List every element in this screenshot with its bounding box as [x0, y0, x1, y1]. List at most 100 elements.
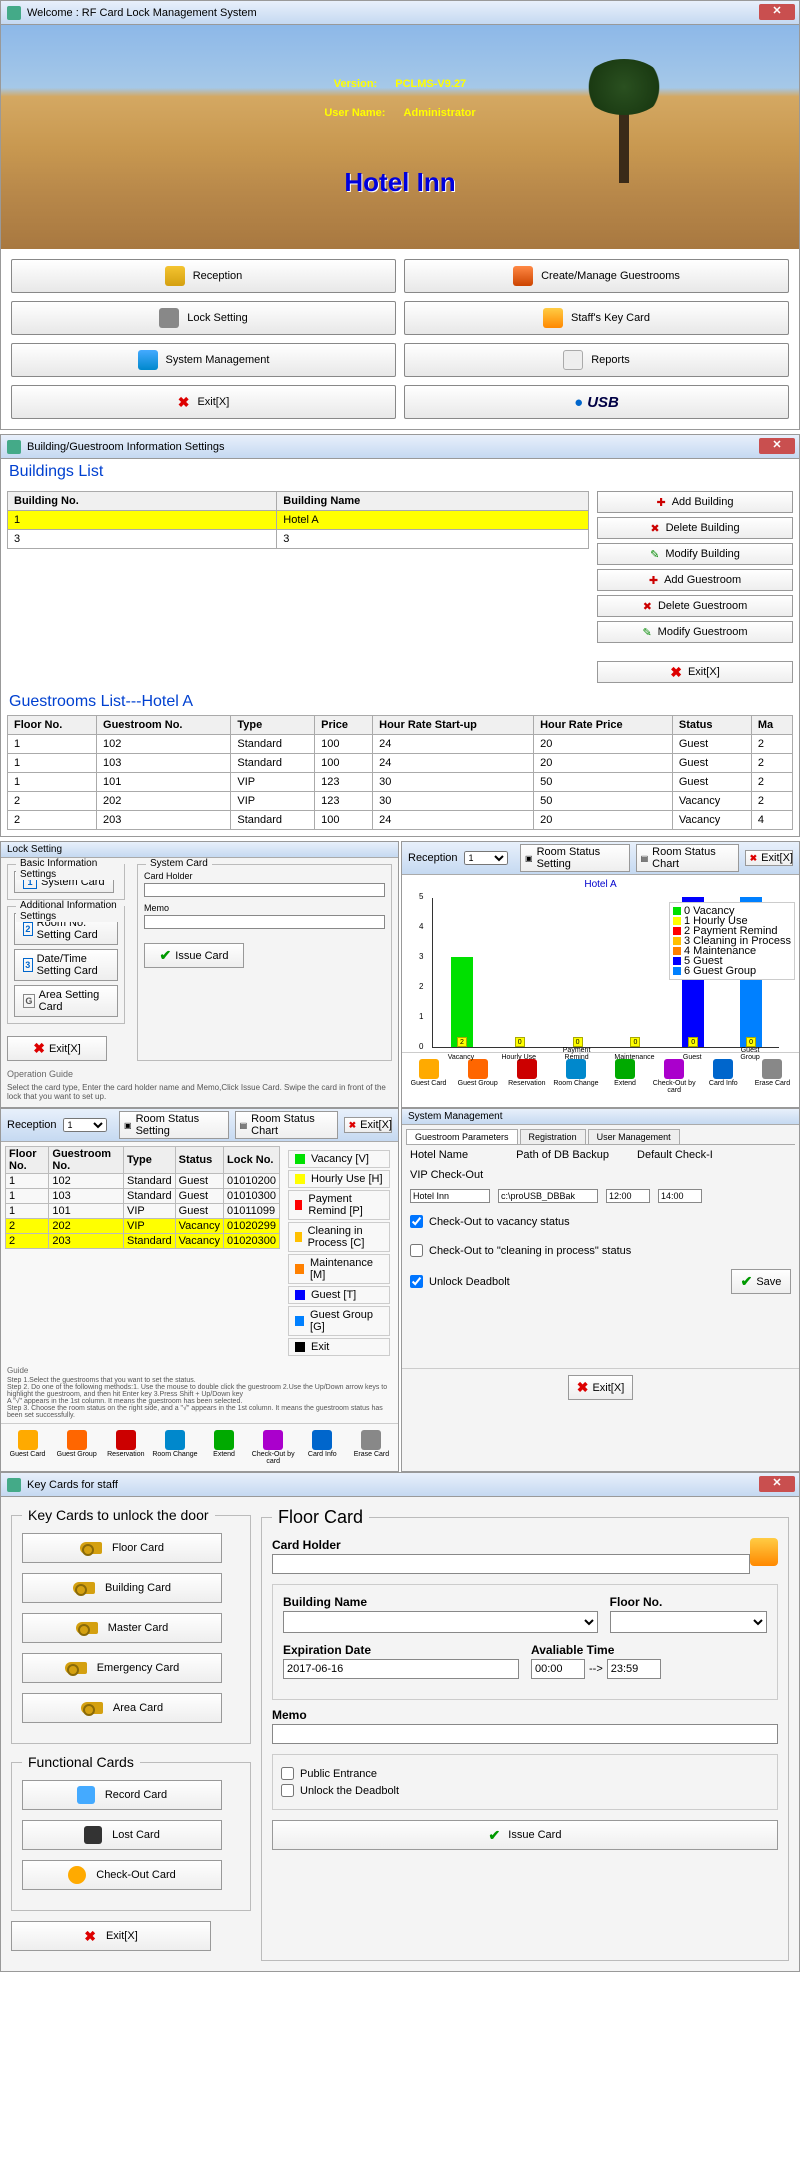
checkout-card-button[interactable]: Check-Out Card	[22, 1860, 222, 1890]
floor-dropdown-2[interactable]: 1	[63, 1118, 107, 1132]
reception-row[interactable]: 2203StandardVacancy01020300	[6, 1234, 280, 1249]
reception-row[interactable]: 1101VIPGuest01011099	[6, 1204, 280, 1219]
status-option[interactable]: Guest [T]	[288, 1286, 390, 1304]
issue-card-button[interactable]: ✔Issue Card	[144, 943, 244, 968]
room-status-chart-button-2[interactable]: ▤ Room Status Chart	[235, 1111, 338, 1139]
usb-button[interactable]: USB	[404, 385, 789, 419]
hotel-name-input[interactable]	[410, 1189, 490, 1203]
record-card-button[interactable]: Record Card	[22, 1780, 222, 1810]
toolbar-guest-card-button[interactable]: Guest Card	[3, 1430, 52, 1465]
tab-guestroom-parameters[interactable]: Guestroom Parameters	[406, 1129, 518, 1144]
system-mgmt-button[interactable]: System Management	[11, 343, 396, 377]
delete-guestroom-button[interactable]: ✖Delete Guestroom	[597, 595, 793, 617]
unlock-deadbolt-checkbox[interactable]: Unlock the Deadbolt	[281, 1784, 769, 1797]
memo-input[interactable]	[144, 915, 385, 929]
db-path-input[interactable]	[498, 1189, 598, 1203]
lock-setting-button[interactable]: Lock Setting	[11, 301, 396, 335]
add-guestroom-button[interactable]: ✚Add Guestroom	[597, 569, 793, 591]
modify-guestroom-button[interactable]: ✎Modify Guestroom	[597, 621, 793, 643]
toolbar-reservation-button[interactable]: Reservation	[502, 1059, 551, 1094]
save-button[interactable]: ✔Save	[731, 1269, 791, 1294]
add-building-button[interactable]: ✚Add Building	[597, 491, 793, 513]
status-option[interactable]: Cleaning in Process [C]	[288, 1222, 390, 1252]
toolbar-room-change-button[interactable]: Room Change	[551, 1059, 600, 1094]
card-holder-input[interactable]	[144, 883, 385, 897]
toolbar-guest-card-button[interactable]: Guest Card	[404, 1059, 453, 1094]
guestroom-row[interactable]: 1102Standard1002420Guest2	[8, 735, 793, 754]
toolbar-guest-group-button[interactable]: Guest Group	[453, 1059, 502, 1094]
toolbar-extend-button[interactable]: Extend	[601, 1059, 650, 1094]
close-icon[interactable]: ✕	[759, 438, 795, 454]
toolbar-room-change-button[interactable]: Room Change	[150, 1430, 199, 1465]
staff-exit-button[interactable]: ✖Exit[X]	[11, 1921, 211, 1951]
datetime-card-button[interactable]: 3Date/Time Setting Card	[14, 949, 118, 981]
toolbar-reservation-button[interactable]: Reservation	[101, 1430, 150, 1465]
toolbar-erase-card-button[interactable]: Erase Card	[347, 1430, 396, 1465]
checkin-time-input[interactable]	[606, 1189, 650, 1203]
toolbar-card-info-button[interactable]: Card Info	[699, 1059, 748, 1094]
master-card-button[interactable]: Master Card	[22, 1613, 222, 1643]
guide-text: Step 1.Select the guestrooms that you wa…	[1, 1377, 398, 1423]
reception-button[interactable]: Reception	[11, 259, 396, 293]
building-name-select[interactable]	[283, 1611, 598, 1633]
delete-building-button[interactable]: ✖Delete Building	[597, 517, 793, 539]
guestroom-row[interactable]: 2203Standard1002420Vacancy4	[8, 811, 793, 830]
guestroom-row[interactable]: 1101VIP1233050Guest2	[8, 773, 793, 792]
room-status-chart-button[interactable]: ▤ Room Status Chart	[636, 844, 739, 872]
sysmgmt-exit-button[interactable]: ✖Exit[X]	[568, 1375, 634, 1400]
checkout-cleaning-checkbox[interactable]: Check-Out to "cleaning in process" statu…	[410, 1244, 631, 1257]
staff-card-button[interactable]: Staff's Key Card	[404, 301, 789, 335]
toolbar-guest-group-button[interactable]: Guest Group	[52, 1430, 101, 1465]
reception-row[interactable]: 1102StandardGuest01010200	[6, 1174, 280, 1189]
guestroom-row[interactable]: 1103Standard1002420Guest2	[8, 754, 793, 773]
toolbar-check-out-by-card-button[interactable]: Check-Out by card	[650, 1059, 699, 1094]
floor-no-select[interactable]	[610, 1611, 767, 1633]
checkout-time-input[interactable]	[658, 1189, 702, 1203]
building-row[interactable]: 1Hotel A	[8, 511, 589, 530]
reports-button[interactable]: Reports	[404, 343, 789, 377]
create-rooms-button[interactable]: Create/Manage Guestrooms	[404, 259, 789, 293]
close-icon[interactable]: ✕	[759, 1476, 795, 1492]
building-card-button[interactable]: Building Card	[22, 1573, 222, 1603]
status-option[interactable]: Vacancy [V]	[288, 1150, 390, 1168]
list-exit-button[interactable]: ✖Exit[X]	[344, 1117, 392, 1133]
checkout-vacancy-checkbox[interactable]: Check-Out to vacancy status	[410, 1215, 570, 1228]
status-option[interactable]: Guest Group [G]	[288, 1306, 390, 1336]
room-status-setting-button-2[interactable]: ▣ Room Status Setting	[119, 1111, 229, 1139]
expiration-date-input[interactable]	[283, 1659, 519, 1679]
card-holder-input[interactable]	[272, 1554, 750, 1574]
chart-exit-button[interactable]: ✖Exit[X]	[745, 850, 793, 866]
floor-dropdown[interactable]: 1	[464, 851, 508, 865]
guestroom-row[interactable]: 2202VIP1233050Vacancy2	[8, 792, 793, 811]
modify-building-button[interactable]: ✎Modify Building	[597, 543, 793, 565]
toolbar-extend-button[interactable]: Extend	[200, 1430, 249, 1465]
public-entrance-checkbox[interactable]: Public Entrance	[281, 1767, 769, 1780]
reception-row[interactable]: 2202VIPVacancy01020299	[6, 1219, 280, 1234]
exit-button[interactable]: ✖Exit[X]	[11, 385, 396, 419]
floor-card-button[interactable]: Floor Card	[22, 1533, 222, 1563]
status-option[interactable]: Payment Remind [P]	[288, 1190, 390, 1220]
area-card-button[interactable]: Area Card	[22, 1693, 222, 1723]
building-row[interactable]: 33	[8, 530, 589, 549]
toolbar-check-out-by-card-button[interactable]: Check-Out by card	[249, 1430, 298, 1465]
status-option[interactable]: Hourly Use [H]	[288, 1170, 390, 1188]
toolbar-erase-card-button[interactable]: Erase Card	[748, 1059, 797, 1094]
reception-row[interactable]: 1103StandardGuest01010300	[6, 1189, 280, 1204]
tab-user-management[interactable]: User Management	[588, 1129, 680, 1144]
room-status-setting-button[interactable]: ▣ Room Status Setting	[520, 844, 630, 872]
status-option[interactable]: Maintenance [M]	[288, 1254, 390, 1284]
toolbar-card-info-button[interactable]: Card Info	[298, 1430, 347, 1465]
emergency-card-button[interactable]: Emergency Card	[22, 1653, 222, 1683]
memo-input[interactable]	[272, 1724, 778, 1744]
issue-card-button[interactable]: ✔Issue Card	[272, 1820, 778, 1850]
lost-card-button[interactable]: Lost Card	[22, 1820, 222, 1850]
area-card-button[interactable]: GArea Setting Card	[14, 985, 118, 1017]
time-from-input[interactable]	[531, 1659, 585, 1679]
status-option[interactable]: Exit	[288, 1338, 390, 1356]
building-exit-button[interactable]: ✖Exit[X]	[597, 661, 793, 683]
lock-exit-button[interactable]: ✖Exit[X]	[7, 1036, 107, 1061]
time-to-input[interactable]	[607, 1659, 661, 1679]
unlock-deadbolt-checkbox[interactable]: Unlock Deadbolt	[410, 1275, 510, 1288]
close-icon[interactable]: ✕	[759, 4, 795, 20]
tab-registration[interactable]: Registration	[520, 1129, 586, 1144]
